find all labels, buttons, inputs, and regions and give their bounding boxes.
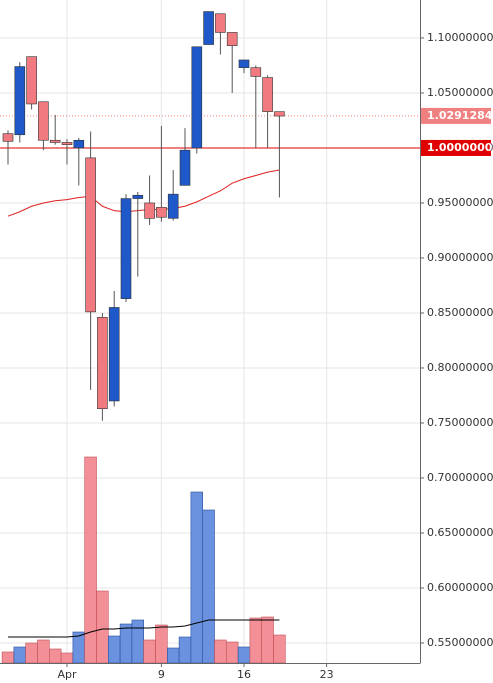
volume-bar bbox=[25, 642, 38, 664]
y-tick-label: 0.55000000 bbox=[427, 636, 493, 649]
volume-bar bbox=[60, 652, 74, 664]
candle-body bbox=[226, 32, 238, 46]
candle-body bbox=[274, 111, 285, 117]
price-label: 1.00000000 bbox=[427, 141, 493, 154]
candle-body bbox=[49, 139, 61, 143]
candle-body bbox=[179, 149, 191, 186]
y-tick-label: 0.65000000 bbox=[427, 526, 493, 539]
candle-body bbox=[250, 67, 262, 77]
y-tick-label: 1.10000000 bbox=[427, 31, 493, 44]
volume-bar bbox=[214, 639, 227, 664]
candle-body bbox=[132, 194, 144, 199]
volume-bar bbox=[119, 623, 133, 664]
volume-bar bbox=[249, 617, 262, 664]
candle-body bbox=[167, 193, 179, 219]
candle-body bbox=[156, 207, 167, 218]
candle-body bbox=[61, 142, 73, 145]
volume-bar bbox=[143, 639, 156, 664]
volume-ma-line bbox=[8, 619, 280, 638]
volume-layer bbox=[1, 456, 286, 664]
volume-bar bbox=[261, 616, 274, 664]
volume-bar bbox=[37, 639, 50, 664]
y-tick-label: 0.85000000 bbox=[427, 306, 493, 319]
volume-bar bbox=[155, 624, 168, 664]
candle-body bbox=[144, 202, 155, 219]
volume-bar bbox=[202, 509, 215, 664]
candle-body bbox=[191, 46, 203, 149]
y-tick-label: 0.75000000 bbox=[427, 416, 493, 429]
candle-body bbox=[97, 317, 108, 409]
axis-labels: 0.55000000 0.60000000 0.65000000 0.70000000… bbox=[57, 31, 493, 681]
volume-bar bbox=[13, 646, 26, 664]
volume-bar bbox=[167, 647, 180, 664]
x-tick-label: Apr bbox=[57, 668, 77, 681]
candle-body bbox=[120, 198, 132, 299]
y-tick-label: 0.70000000 bbox=[427, 471, 493, 484]
price-label-box bbox=[421, 139, 491, 156]
candle-body bbox=[14, 66, 26, 136]
x-tick-label: 23 bbox=[320, 668, 334, 681]
volume-bar bbox=[226, 641, 239, 664]
candle-body bbox=[215, 13, 226, 33]
x-tick-label: 16 bbox=[237, 668, 251, 681]
y-tick-label: 1.05000000 bbox=[427, 86, 493, 99]
candle-body bbox=[262, 77, 273, 112]
price-label: 1.02912841 bbox=[427, 109, 493, 122]
volume-bar bbox=[273, 634, 286, 664]
candle-body bbox=[108, 307, 120, 402]
y-tick-label: 0.95000000 bbox=[427, 196, 493, 209]
y-tick-label: 0.60000000 bbox=[427, 581, 493, 594]
volume-bar bbox=[131, 619, 144, 664]
volume-bar bbox=[178, 636, 192, 664]
candle-body bbox=[203, 11, 214, 45]
volume-bar bbox=[96, 590, 109, 664]
y-tick-label: 0.90000000 bbox=[427, 251, 493, 264]
volume-bar bbox=[108, 635, 121, 664]
ma-line bbox=[7, 169, 280, 217]
grid bbox=[0, 0, 420, 663]
volume-bar bbox=[190, 491, 203, 664]
volume-bar bbox=[48, 648, 62, 664]
x-tick-label: 9 bbox=[158, 668, 165, 681]
candle-body bbox=[85, 157, 96, 313]
candle-body bbox=[73, 139, 85, 149]
candle-body bbox=[2, 133, 14, 142]
candle-body bbox=[238, 59, 250, 68]
volume-bar bbox=[1, 651, 15, 664]
y-tick-label: 0.80000000 bbox=[427, 361, 493, 374]
price-layer bbox=[0, 11, 420, 421]
volume-bar bbox=[237, 646, 251, 664]
price-label-box bbox=[421, 107, 491, 124]
candle-body bbox=[38, 101, 49, 141]
candle-body bbox=[26, 56, 37, 105]
